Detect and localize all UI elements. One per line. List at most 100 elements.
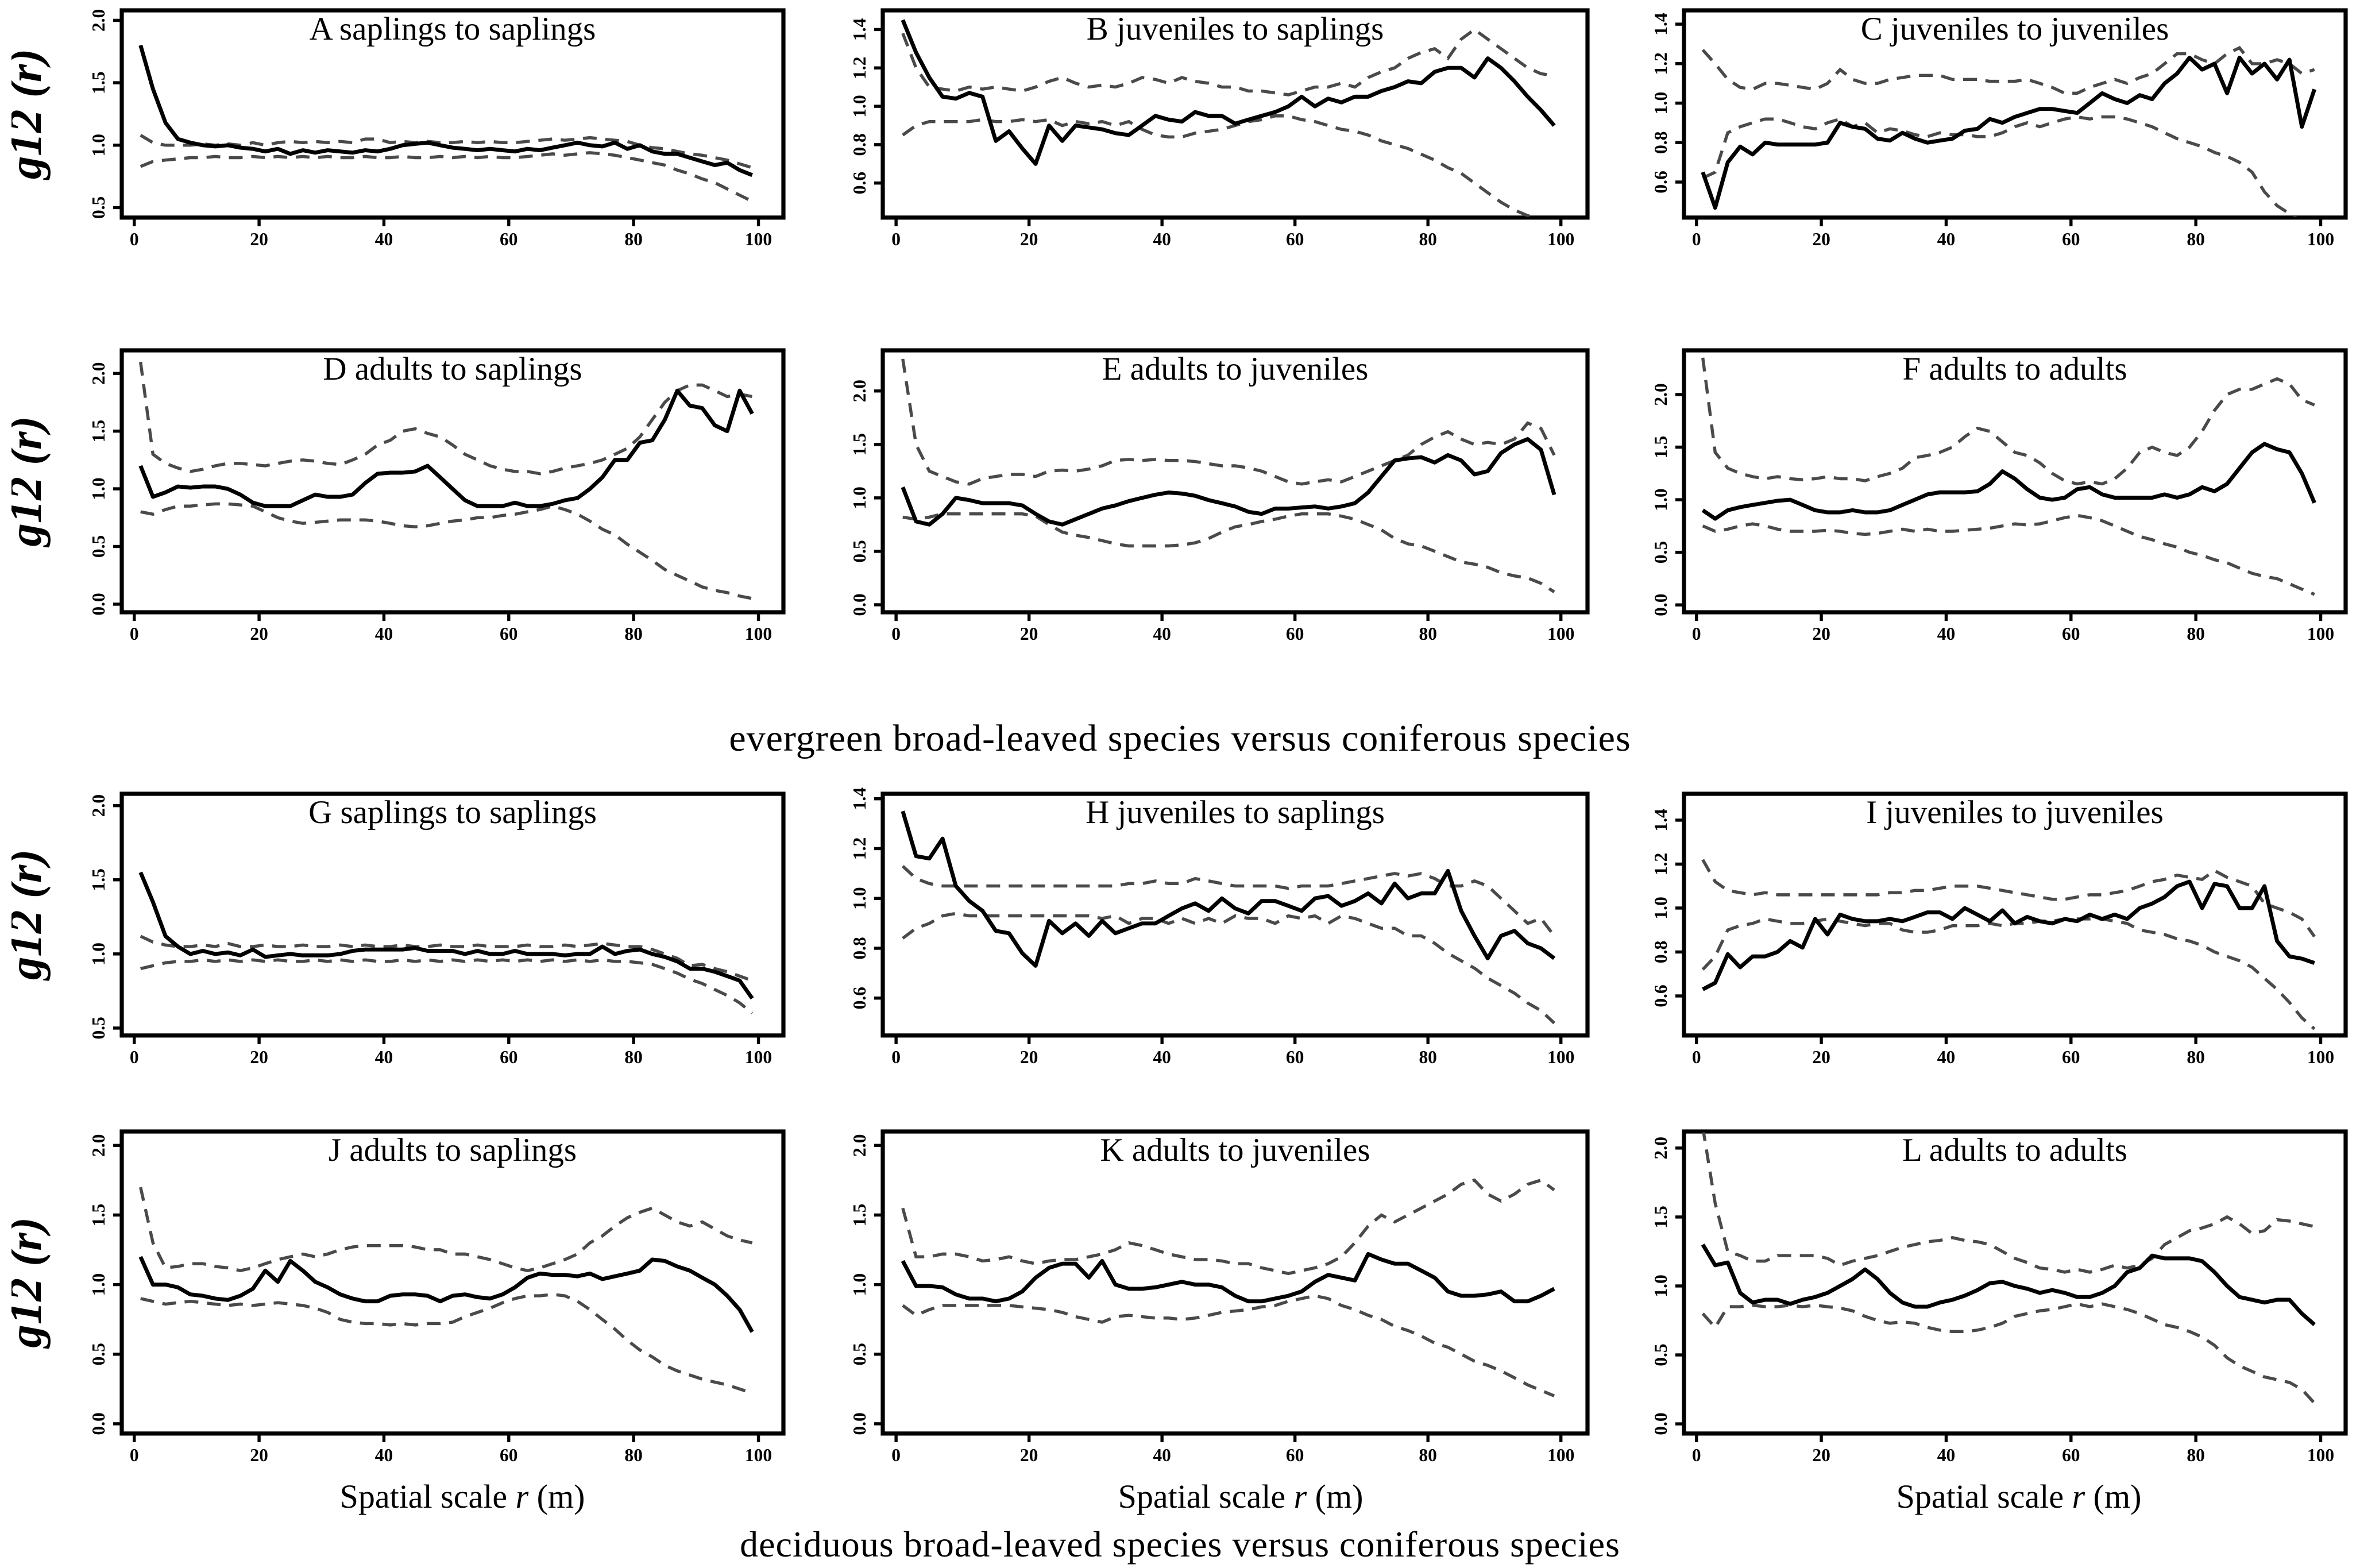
- y-tick-label: 1.0: [1651, 1275, 1671, 1297]
- x-tick-label: 60: [500, 229, 517, 249]
- x-tick-label: 20: [1020, 229, 1038, 249]
- envelope-upper-line: [140, 934, 753, 982]
- x-tick-label: 0: [130, 1445, 139, 1465]
- envelope-lower-line: [902, 1294, 1555, 1397]
- plot-frame: [119, 1129, 786, 1436]
- x-tick-label: 40: [1937, 229, 1955, 249]
- x-axis-label-text: Spatial scale: [1118, 1478, 1294, 1515]
- envelope-upper-line: [140, 134, 753, 169]
- x-tick-label: 80: [2187, 624, 2205, 644]
- y-tick-label: 0.6: [1651, 171, 1671, 193]
- observed-line: [901, 1252, 1555, 1304]
- observed-line: [1701, 442, 2316, 521]
- y-tick-label: 0.8: [1651, 941, 1671, 963]
- x-axis-label-col3: Spatial scale r (m): [1683, 1477, 2355, 1516]
- x-axis-label-col2: Spatial scale r (m): [884, 1477, 1597, 1516]
- envelope-lower-line: [902, 912, 1555, 1025]
- panel-C-chart: 0 20 40 60 80 100 0.6 0.8 1.0 1.2 1.4 C juveniles t…: [1651, 8, 2348, 249]
- y-tick-label: 0.8: [849, 133, 870, 156]
- x-axis-label-italic-r: r: [1293, 1478, 1307, 1515]
- x-tick-label: 20: [1020, 624, 1038, 644]
- x-tick-label: 40: [1153, 1445, 1171, 1465]
- x-tick-label: 60: [2062, 229, 2080, 249]
- plot-frame: [880, 791, 1590, 1038]
- x-tick-label: 0: [1692, 1445, 1701, 1465]
- x-tick-label: 20: [250, 1047, 268, 1067]
- y-tick-label: 1.0: [849, 887, 870, 910]
- x-tick-label: 100: [745, 1445, 772, 1465]
- y-tick-label: 0.8: [849, 937, 870, 959]
- x-tick-label: 100: [1547, 229, 1574, 249]
- observed-line: [901, 437, 1556, 527]
- plot-frame: [880, 348, 1590, 615]
- x-tick-label: 100: [2307, 229, 2334, 249]
- panel-title: I juveniles to juveniles: [1866, 794, 2164, 831]
- panel-H: 0 20 40 60 80 100 0.6 0.8 1.0 1.2 1.4 H juveniles t…: [824, 787, 1600, 1077]
- x-tick-label: 80: [624, 624, 643, 644]
- envelope-upper-line: [1701, 859, 2316, 938]
- x-tick-label: 80: [1419, 1047, 1436, 1067]
- x-tick-label: 0: [891, 1445, 901, 1465]
- panel-title: A saplings to saplings: [310, 11, 596, 47]
- x-axis-label-unit: (m): [528, 1478, 585, 1515]
- panel-D-chart: 0 20 40 60 80 100 0.0 0.5 1.0 1.5 2.0 D adults to s…: [11, 348, 786, 644]
- x-tick-label: 100: [2307, 624, 2334, 644]
- x-tick-label: 20: [1812, 1445, 1830, 1465]
- panel-title: B juveniles to saplings: [1087, 11, 1384, 47]
- y-tick-label: 2.0: [849, 1134, 870, 1157]
- panel-L: 0 20 40 60 80 100 0.0 0.5 1.0 1.5 2.0 L adults to a…: [1625, 1125, 2358, 1475]
- x-tick-label: 40: [1937, 624, 1956, 644]
- x-tick-label: 100: [745, 229, 772, 249]
- plot-frame: [1682, 1129, 2348, 1436]
- x-axis-label-unit: (m): [1307, 1478, 1364, 1515]
- x-tick-label: 80: [2187, 1445, 2204, 1465]
- y-tick-label: 1.0: [88, 477, 109, 500]
- observed-line: [138, 388, 754, 508]
- y-tick-label: 1.0: [1651, 897, 1671, 919]
- envelope-lower-line: [1702, 115, 2297, 217]
- observed-line: [138, 871, 754, 1000]
- x-tick-label: 60: [1286, 624, 1304, 644]
- panel-K: 0 20 40 60 80 100 0.0 0.5 1.0 1.5 2.0 K adults to j…: [824, 1125, 1600, 1475]
- y-tick-label: 2.0: [849, 380, 870, 402]
- panel-title: F adults to adults: [1902, 351, 2127, 387]
- y-tick-label: 1.5: [88, 71, 109, 94]
- y-tick-label: 0.5: [849, 1343, 870, 1365]
- x-tick-label: 0: [1692, 1047, 1701, 1067]
- panel-title: L adults to adults: [1902, 1132, 2127, 1168]
- y-tick-label: 1.0: [88, 1273, 109, 1296]
- x-tick-label: 80: [624, 1445, 642, 1465]
- panel-L-chart: 0 20 40 60 80 100 0.0 0.5 1.0 1.5 2.0 L adults to a…: [1651, 1129, 2348, 1465]
- x-axis-label-unit: (m): [2085, 1478, 2142, 1515]
- x-axis-label-text: Spatial scale: [1896, 1478, 2072, 1515]
- x-tick-label: 0: [891, 1047, 901, 1067]
- y-tick-label: 0.0: [1651, 1412, 1671, 1435]
- x-tick-label: 100: [745, 1047, 772, 1067]
- panel-J: 0 20 40 60 80 100 0.0 0.5 1.0 1.5 2.0 J adults to s…: [11, 1125, 795, 1475]
- x-tick-label: 0: [130, 624, 139, 644]
- y-tick-label: 1.5: [88, 1204, 109, 1226]
- x-tick-label: 80: [624, 229, 642, 249]
- y-tick-label: 0.8: [1651, 132, 1671, 154]
- x-tick-label: 0: [130, 229, 139, 249]
- envelope-lower-line: [1701, 1302, 2316, 1404]
- panel-title: K adults to juveniles: [1100, 1132, 1370, 1168]
- y-axis-label: g12 (r): [11, 416, 51, 547]
- y-tick-label: 1.5: [849, 433, 870, 455]
- panel-G-chart: 0 20 40 60 80 100 0.5 1.0 1.5 2.0 G saplings to sa…: [11, 791, 786, 1067]
- envelope-upper-line: [139, 1187, 753, 1272]
- x-tick-label: 60: [1286, 1445, 1304, 1465]
- x-axis-label-italic-r: r: [2072, 1478, 2085, 1515]
- y-tick-label: 2.0: [1651, 383, 1671, 405]
- x-tick-label: 60: [500, 1047, 517, 1067]
- plot-frame: [119, 348, 786, 615]
- x-tick-label: 20: [1020, 1047, 1038, 1067]
- y-tick-label: 0.5: [88, 1017, 109, 1039]
- y-tick-label: 0.5: [1651, 541, 1671, 563]
- envelope-upper-line: [139, 361, 753, 476]
- x-tick-label: 40: [1153, 229, 1171, 249]
- y-tick-label: 1.5: [88, 420, 109, 442]
- x-tick-label: 40: [375, 624, 393, 644]
- panel-I: 0 20 40 60 80 100 0.6 0.8 1.0 1.2 1.4 I juveniles t…: [1625, 787, 2358, 1077]
- x-tick-label: 40: [375, 229, 393, 249]
